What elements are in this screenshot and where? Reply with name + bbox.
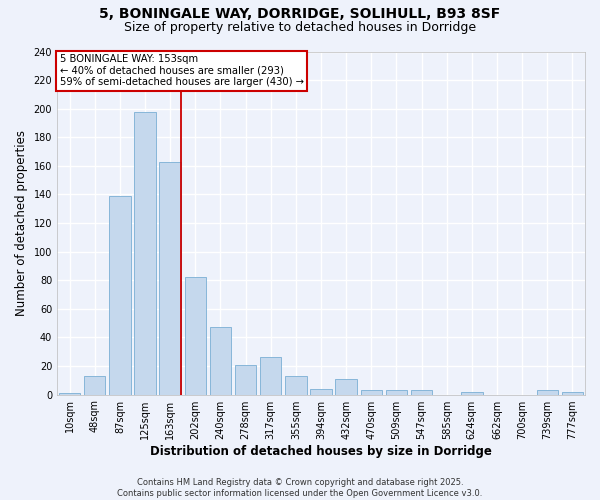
Bar: [562, 392, 583, 394]
Y-axis label: Number of detached properties: Number of detached properties: [15, 130, 28, 316]
Bar: [285, 376, 307, 394]
Text: Size of property relative to detached houses in Dorridge: Size of property relative to detached ho…: [124, 21, 476, 34]
X-axis label: Distribution of detached houses by size in Dorridge: Distribution of detached houses by size …: [150, 444, 492, 458]
Bar: [59, 393, 80, 394]
Bar: [461, 392, 482, 394]
Bar: [210, 328, 231, 394]
Bar: [335, 379, 357, 394]
Bar: [386, 390, 407, 394]
Bar: [235, 364, 256, 394]
Bar: [411, 390, 432, 394]
Bar: [109, 196, 131, 394]
Bar: [134, 112, 156, 395]
Text: 5 BONINGALE WAY: 153sqm
← 40% of detached houses are smaller (293)
59% of semi-d: 5 BONINGALE WAY: 153sqm ← 40% of detache…: [60, 54, 304, 88]
Bar: [361, 390, 382, 394]
Bar: [260, 358, 281, 395]
Text: Contains HM Land Registry data © Crown copyright and database right 2025.
Contai: Contains HM Land Registry data © Crown c…: [118, 478, 482, 498]
Bar: [536, 390, 558, 394]
Bar: [84, 376, 106, 394]
Bar: [160, 162, 181, 394]
Bar: [310, 389, 332, 394]
Bar: [185, 278, 206, 394]
Text: 5, BONINGALE WAY, DORRIDGE, SOLIHULL, B93 8SF: 5, BONINGALE WAY, DORRIDGE, SOLIHULL, B9…: [100, 8, 500, 22]
